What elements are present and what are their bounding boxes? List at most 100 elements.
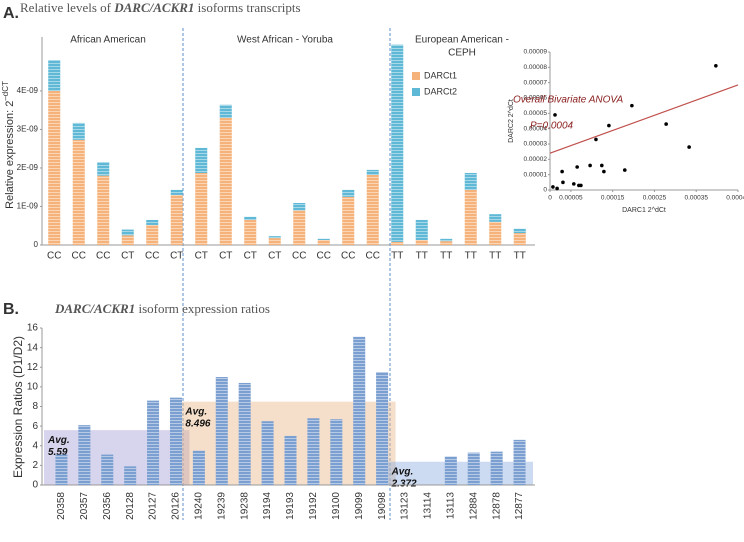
bar-texture xyxy=(513,233,526,245)
y-tick-label: 4 xyxy=(32,440,38,451)
bar-texture xyxy=(78,425,91,485)
bar-texture xyxy=(317,239,330,245)
bar-texture xyxy=(121,235,134,245)
y-tick-label: 0.00001 xyxy=(524,171,548,178)
bar-texture xyxy=(97,162,110,176)
y-tick-label: 0.00004 xyxy=(524,125,548,132)
y-tick-label: 1E-09 xyxy=(17,202,39,211)
y-tick-label: 0.00006 xyxy=(524,95,548,102)
x-tick-label: 0.00035 xyxy=(684,195,708,202)
bar-texture xyxy=(444,456,457,485)
x-tick-label: 13114 xyxy=(423,492,434,520)
bar-texture xyxy=(464,172,477,190)
scatter-point xyxy=(575,165,579,169)
chart-title: DARC/ACKR1 isoform expression ratios xyxy=(54,301,270,316)
average-value: 8.496 xyxy=(185,418,210,429)
bar-texture xyxy=(244,216,257,220)
scatter-point xyxy=(572,182,576,186)
y-tick-label: 8 xyxy=(32,401,38,412)
x-tick-label: 0.00045 xyxy=(726,195,744,202)
y-tick-label: 14 xyxy=(27,342,39,353)
scatter-point xyxy=(714,64,718,68)
bar-texture xyxy=(261,421,274,485)
x-tick-label: 12878 xyxy=(491,492,502,520)
x-tick-label: 20357 xyxy=(79,492,90,520)
title-part: Relative levels of xyxy=(20,0,114,15)
average-label: Avg. xyxy=(184,406,207,417)
x-tick-label: 19098 xyxy=(377,492,388,520)
annotation: Overall Bivariate ANOVA xyxy=(513,95,624,106)
x-tick-label: CT xyxy=(121,251,134,262)
bar-texture xyxy=(55,454,68,485)
bar-texture xyxy=(342,196,355,245)
x-tick-label: 19192 xyxy=(308,492,319,520)
bar-texture xyxy=(219,117,232,245)
panel-label: A. xyxy=(3,5,19,22)
x-tick-label: CC xyxy=(341,251,355,262)
bar-texture xyxy=(293,210,306,245)
x-tick-label: 0 xyxy=(548,195,552,202)
x-tick-label: 0.00025 xyxy=(643,195,667,202)
scatter-point xyxy=(602,169,606,174)
x-tick-label: 19239 xyxy=(216,492,227,520)
bar-texture xyxy=(48,90,61,245)
title-part: DARC/ACKR1 xyxy=(54,301,135,316)
x-tick-label: CC xyxy=(96,251,110,262)
y-axis-label: DARC2 2^dCt xyxy=(508,99,515,143)
bar-texture xyxy=(146,219,159,225)
bar-texture xyxy=(317,238,330,240)
y-axis-label-sup: –dCT xyxy=(1,81,10,101)
bar-texture xyxy=(353,336,366,485)
x-tick-label: CT xyxy=(170,251,183,262)
y-tick-label: 3E-09 xyxy=(17,125,39,134)
x-tick-label: 20126 xyxy=(171,492,182,520)
bar-texture xyxy=(195,147,208,173)
bar-texture xyxy=(513,228,526,234)
bar-texture xyxy=(124,466,137,485)
scatter-point xyxy=(561,180,565,185)
y-tick-label: 4E-09 xyxy=(17,86,39,95)
bar-texture xyxy=(440,241,453,245)
scatter-point xyxy=(630,103,634,108)
bar-texture xyxy=(170,189,183,195)
average-region xyxy=(44,430,190,485)
x-tick-label: 19238 xyxy=(239,492,250,520)
bar-texture xyxy=(467,452,480,485)
group-label: CEPH xyxy=(448,48,476,59)
x-tick-label: CT xyxy=(195,251,208,262)
x-tick-label: CC xyxy=(145,251,159,262)
y-tick-label: 0.00007 xyxy=(524,79,548,86)
annotation: P=0.0004 xyxy=(530,121,574,132)
y-tick-label: 6 xyxy=(32,421,38,432)
x-tick-label: 0.00005 xyxy=(559,195,583,202)
scatter-point xyxy=(664,122,668,126)
x-tick-label: 19099 xyxy=(354,492,365,520)
y-tick-label: 2 xyxy=(32,460,38,471)
bar-texture xyxy=(284,435,297,485)
legend-swatch xyxy=(412,88,420,96)
bar-texture xyxy=(147,400,160,485)
bar-texture xyxy=(489,221,502,245)
bar-texture xyxy=(268,236,281,239)
y-tick-label: 16 xyxy=(27,323,39,334)
title-part: isoforms transcripts xyxy=(194,0,300,15)
x-tick-label: CC xyxy=(72,251,86,262)
bar-texture xyxy=(342,189,355,197)
x-tick-label: TT xyxy=(391,251,403,262)
bar-texture xyxy=(146,224,159,245)
bar-texture xyxy=(464,189,477,245)
y-tick-label: 12 xyxy=(27,362,39,373)
bar-texture xyxy=(72,139,85,245)
bar-texture xyxy=(97,175,110,245)
bar-texture xyxy=(307,418,320,485)
group-label: European American - xyxy=(415,35,509,46)
scatter-point xyxy=(600,163,604,168)
y-axis-label: Relative expression: 2–dCT xyxy=(1,81,16,209)
x-tick-label: 0.00015 xyxy=(601,195,625,202)
legend-label: DARCt1 xyxy=(424,70,457,80)
bar-texture xyxy=(415,239,428,245)
y-axis-label-main: Relative expression: 2 xyxy=(4,101,16,209)
title-part: DARC/ACKR1 xyxy=(113,0,194,15)
bar-texture xyxy=(330,419,343,485)
